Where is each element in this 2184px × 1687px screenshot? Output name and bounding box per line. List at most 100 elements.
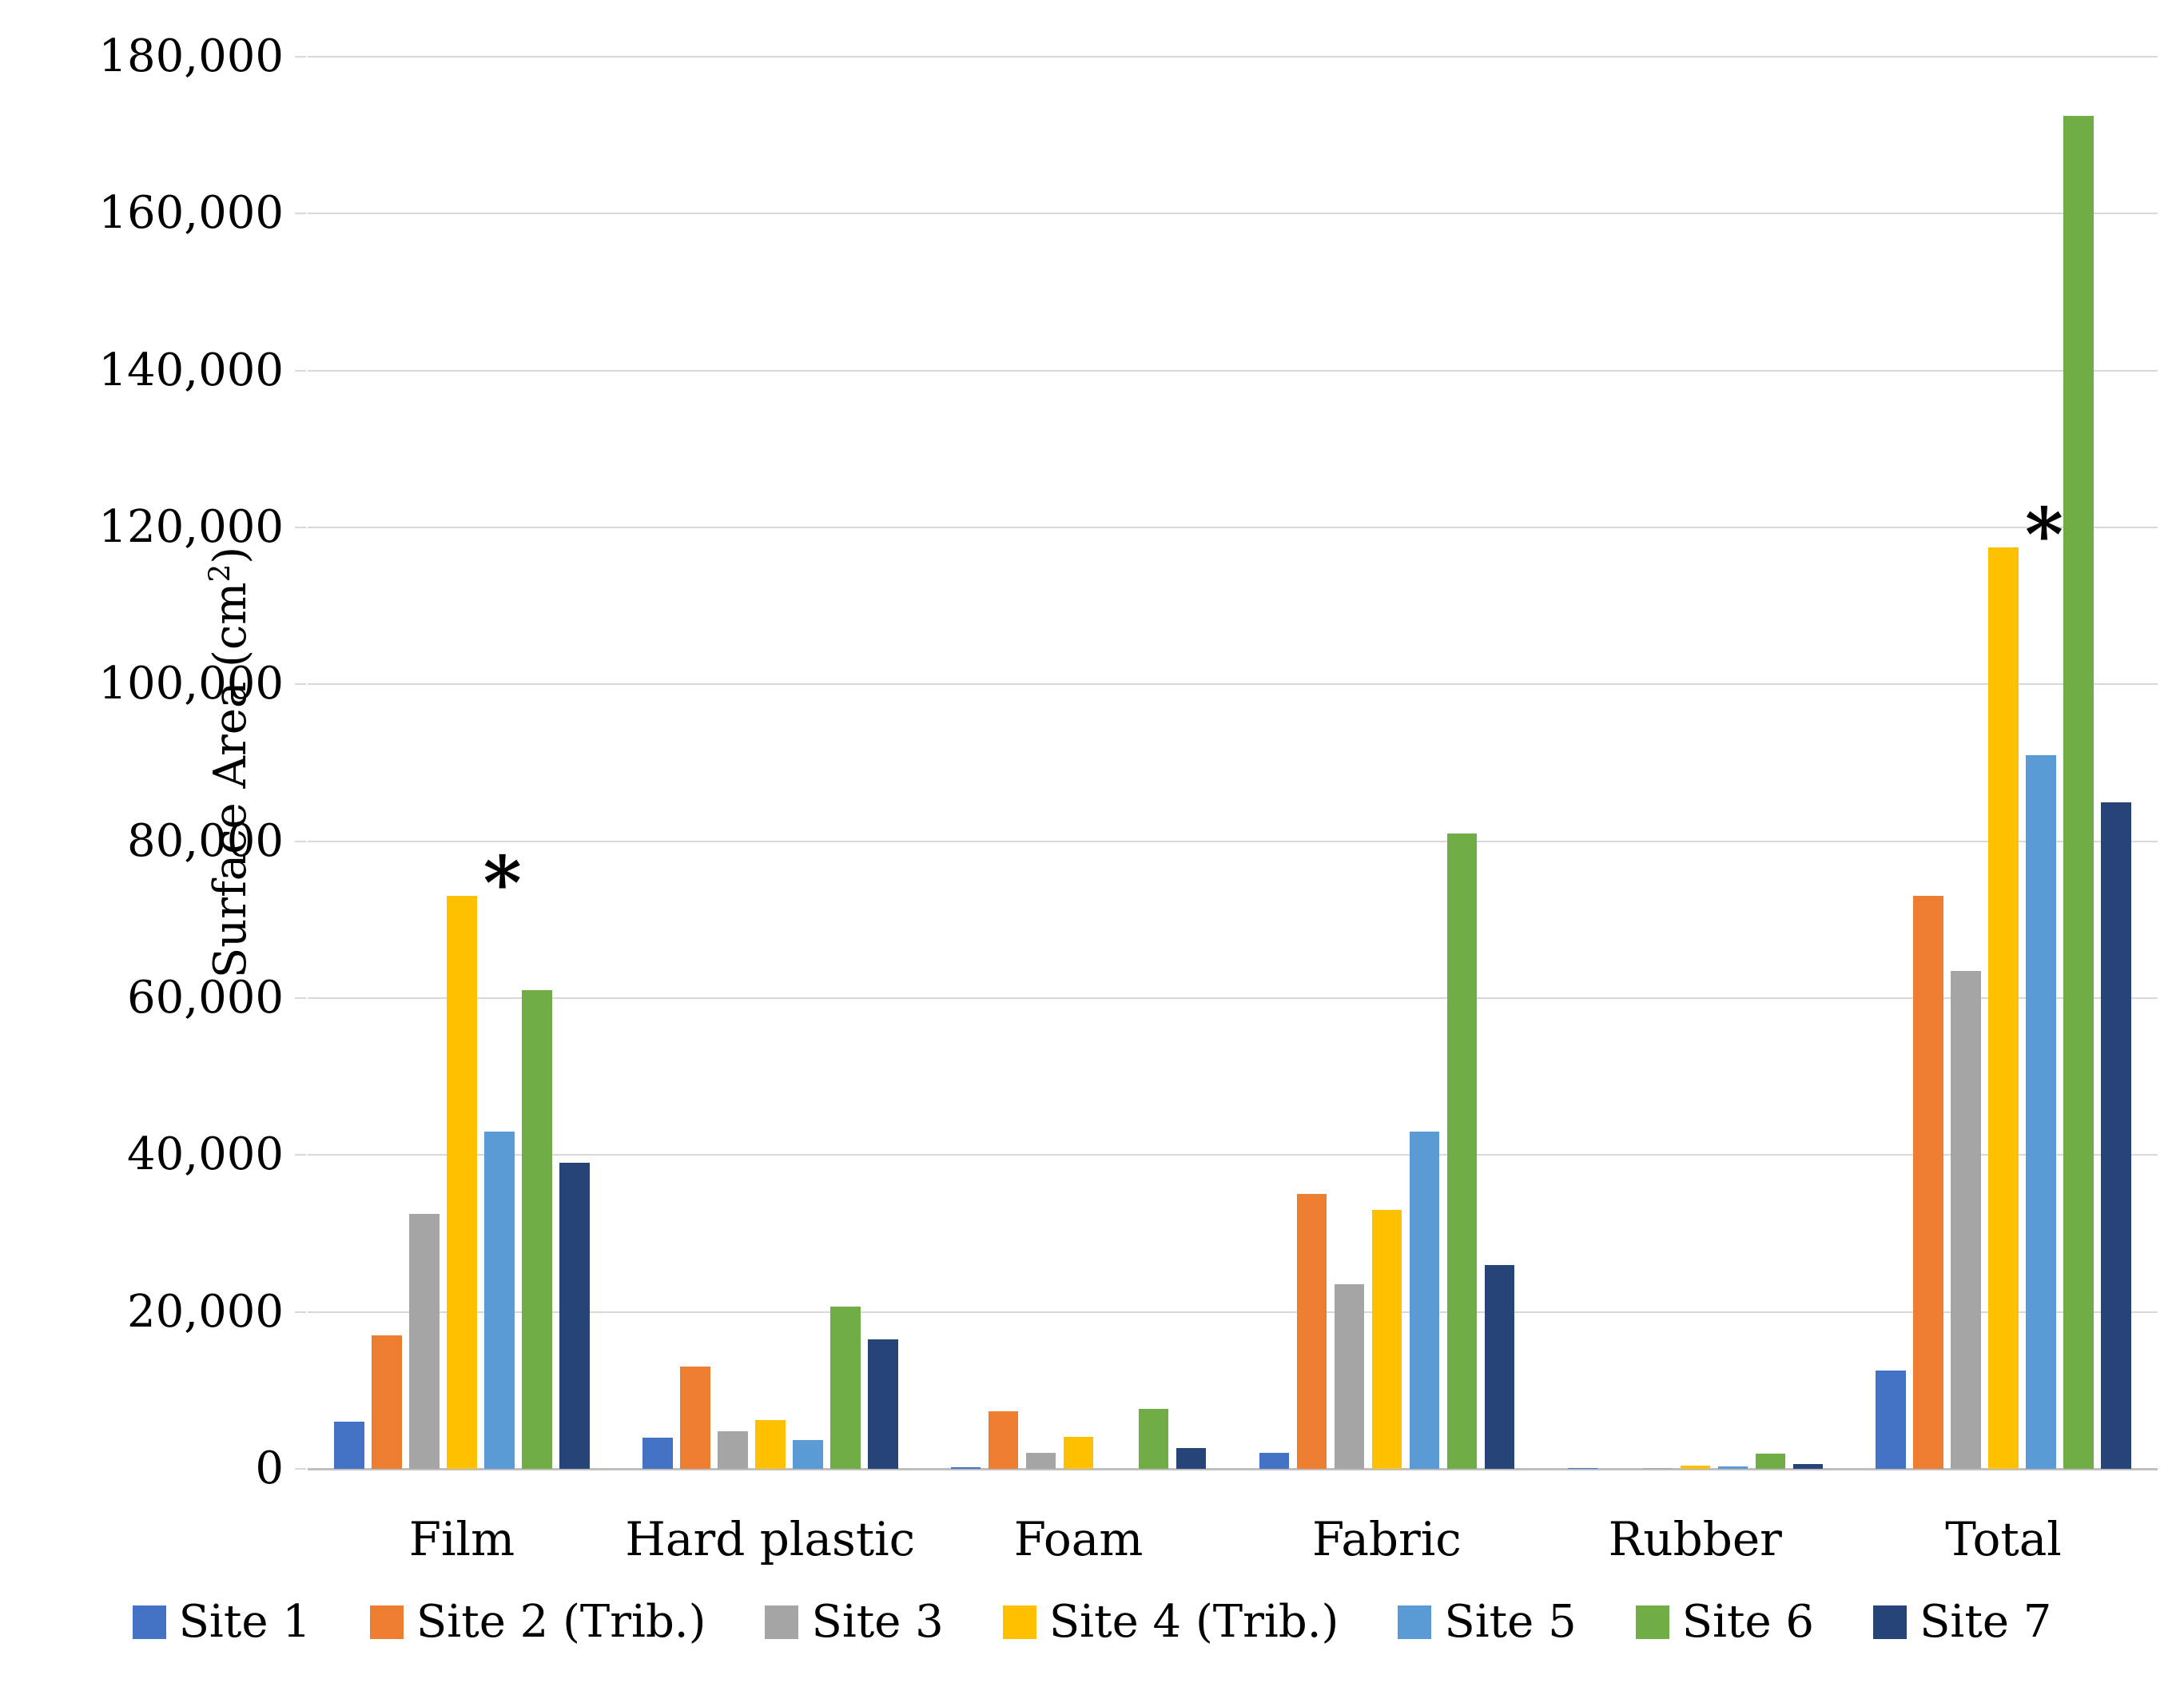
- y-tick-label-0: 0: [255, 1442, 284, 1494]
- category-label-foam: Foam: [1013, 1512, 1144, 1566]
- legend: Site 1 Site 2 (Trib.) Site 3 Site 4 (Trib.)…: [0, 1600, 2184, 1645]
- bar-site-4-trib-foam: [1063, 1436, 1094, 1469]
- y-tick-label-140000: 140,000: [98, 344, 284, 396]
- bar-site-4-trib-film: [447, 896, 477, 1469]
- gridline-120000: [308, 527, 2158, 528]
- legend-swatch-site-1: [132, 1605, 166, 1639]
- gridline-100000: [308, 683, 2158, 686]
- y-tick-label-40000: 40,000: [127, 1128, 284, 1181]
- y-axis-tick-mark: [295, 1468, 306, 1470]
- bar-site-4-trib-rubber: [1680, 1466, 1710, 1469]
- plot-area: [308, 56, 2158, 1470]
- category-label-total: Total: [1945, 1512, 2062, 1566]
- y-axis-tick-mark: [295, 683, 306, 686]
- legend-swatch-site-6: [1635, 1605, 1669, 1639]
- bar-site-6-total: [2063, 115, 2094, 1469]
- significance-asterisk-total: *: [2024, 491, 2063, 578]
- legend-label-site-2-trib: Site 2 (Trib.): [416, 1596, 706, 1648]
- bar-site-7-hard-plastic: [868, 1339, 898, 1469]
- y-tick-label-100000: 100,000: [98, 658, 284, 710]
- y-axis-tick-mark: [295, 1154, 306, 1156]
- legend-label-site-4-trib: Site 4 (Trib.): [1048, 1596, 1339, 1648]
- y-axis-tick-mark: [295, 56, 306, 58]
- bar-site-1-rubber: [1567, 1467, 1597, 1469]
- bar-site-1-foam: [950, 1466, 981, 1469]
- y-axis-tick-mark: [295, 1311, 306, 1313]
- legend-swatch-site-2-trib: [369, 1605, 404, 1639]
- legend-label-site-6: Site 6: [1681, 1596, 1815, 1648]
- gridline-160000: [308, 213, 2158, 215]
- bar-site-2-trib-total: [1913, 896, 1943, 1469]
- bar-site-7-foam: [1176, 1448, 1207, 1469]
- y-axis-tick-mark: [295, 213, 306, 215]
- bar-site-2-trib-hard-plastic: [680, 1367, 710, 1469]
- legend-swatch-site-3: [765, 1605, 799, 1639]
- bar-site-5-hard-plastic: [793, 1439, 823, 1469]
- legend-label-site-7: Site 7: [1919, 1596, 2052, 1648]
- y-axis-title-superscript: 2: [204, 563, 237, 583]
- bar-site-3-film: [409, 1213, 440, 1469]
- y-tick-label-180000: 180,000: [98, 30, 284, 82]
- legend-item-site-5: Site 5: [1398, 1596, 1577, 1648]
- legend-item-site-7: Site 7: [1873, 1600, 2051, 1645]
- bar-site-5-rubber: [1717, 1466, 1748, 1469]
- y-axis-tick-mark: [295, 527, 306, 528]
- legend-swatch-site-4-trib: [1002, 1605, 1036, 1639]
- y-tick-label-160000: 160,000: [98, 187, 284, 240]
- y-tick-label-80000: 80,000: [127, 814, 284, 867]
- bar-site-5-total: [2026, 754, 2056, 1469]
- legend-label-site-3: Site 3: [811, 1596, 944, 1648]
- x-axis-line: [308, 1468, 2158, 1470]
- gridline-80000: [308, 840, 2158, 842]
- category-label-hard-plastic: Hard plastic: [625, 1512, 916, 1566]
- legend-item-site-3: Site 3: [765, 1596, 944, 1648]
- y-axis-tick-mark: [295, 997, 306, 999]
- bar-site-4-trib-fabric: [1371, 1210, 1402, 1469]
- bar-site-6-foam: [1138, 1409, 1169, 1469]
- y-tick-label-60000: 60,000: [127, 972, 284, 1024]
- y-axis-title: Surface Area (cm2): [204, 547, 257, 978]
- gridline-180000: [308, 56, 2158, 58]
- category-label-fabric: Fabric: [1312, 1512, 1462, 1566]
- legend-swatch-site-7: [1873, 1605, 1908, 1639]
- legend-item-site-1: Site 1: [132, 1596, 311, 1648]
- bar-site-1-fabric: [1259, 1453, 1290, 1469]
- bar-site-5-film: [484, 1131, 515, 1469]
- gridline-20000: [308, 1311, 2158, 1313]
- bar-site-6-rubber: [1755, 1454, 1785, 1469]
- y-tick-label-120000: 120,000: [98, 501, 284, 553]
- y-axis-tick-mark: [295, 840, 306, 842]
- bar-site-2-trib-foam: [988, 1411, 1019, 1469]
- bar-site-7-total: [2101, 802, 2131, 1469]
- legend-item-site-6: Site 6: [1635, 1596, 1815, 1648]
- bar-site-6-fabric: [1446, 833, 1478, 1469]
- legend-label-site-5: Site 5: [1444, 1596, 1577, 1648]
- bar-site-7-fabric: [1484, 1264, 1515, 1469]
- legend-item-site-2-trib: Site 2 (Trib.): [369, 1596, 706, 1648]
- gridline-140000: [308, 369, 2158, 372]
- legend-item-site-4-trib: Site 4 (Trib.): [1002, 1596, 1339, 1648]
- bar-site-7-film: [559, 1163, 590, 1469]
- bar-site-4-trib-total: [1988, 547, 2019, 1469]
- legend-swatch-site-5: [1398, 1605, 1432, 1639]
- gridline-40000: [308, 1154, 2158, 1156]
- category-label-film: Film: [408, 1512, 515, 1566]
- bar-site-3-fabric: [1334, 1284, 1365, 1469]
- category-label-rubber: Rubber: [1608, 1512, 1782, 1566]
- bar-site-3-rubber: [1642, 1468, 1673, 1469]
- y-axis-tick-mark: [295, 369, 306, 372]
- bar-site-2-trib-film: [372, 1335, 402, 1469]
- bar-site-1-hard-plastic: [642, 1437, 673, 1469]
- bar-site-6-film: [522, 990, 552, 1469]
- y-tick-label-20000: 20,000: [127, 1285, 284, 1338]
- bar-site-1-total: [1876, 1371, 1906, 1469]
- bar-site-3-hard-plastic: [718, 1430, 748, 1469]
- y-axis-title-text: Surface Area (cm: [204, 582, 257, 979]
- bar-site-6-hard-plastic: [830, 1306, 861, 1469]
- gridline-60000: [308, 997, 2158, 999]
- bar-site-7-rubber: [1792, 1464, 1823, 1469]
- bar-site-5-fabric: [1409, 1131, 1440, 1469]
- legend-label-site-1: Site 1: [178, 1596, 311, 1648]
- bar-site-2-trib-fabric: [1296, 1194, 1327, 1469]
